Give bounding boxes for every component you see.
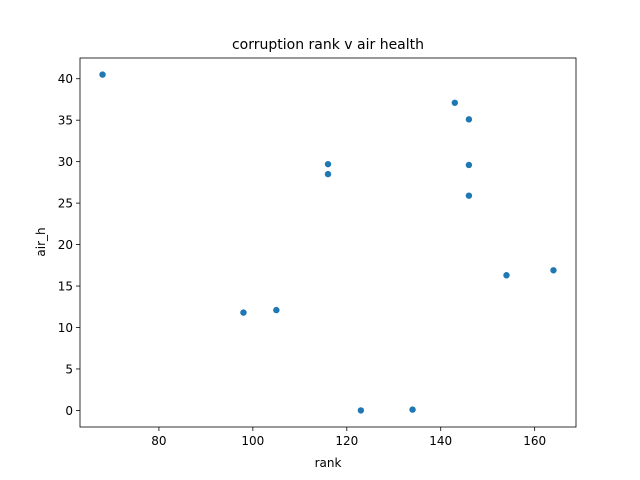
y-tick-label-15: 15 xyxy=(58,280,73,294)
chart-title: corruption rank v air health xyxy=(232,37,424,53)
data-point-1 xyxy=(240,309,247,316)
x-tick-label-100: 100 xyxy=(241,434,264,448)
data-point-0 xyxy=(99,71,106,78)
data-point-11 xyxy=(503,272,510,279)
axes-frame xyxy=(79,57,577,428)
x-tick-label-140: 140 xyxy=(429,434,452,448)
data-point-2 xyxy=(273,306,280,314)
x-tick-label-160: 160 xyxy=(523,434,546,448)
y-axis-label: air_h xyxy=(34,227,48,256)
data-point-9 xyxy=(465,161,473,169)
y-tick-label-35: 35 xyxy=(58,114,73,128)
y-tick-label-10: 10 xyxy=(58,321,73,335)
data-point-4 xyxy=(324,170,332,178)
y-tick-label-25: 25 xyxy=(58,197,73,211)
data-point-12 xyxy=(550,267,557,274)
y-tick-label-0: 0 xyxy=(65,404,73,418)
plot-area: 80 100 120 140 160 0 5 10 15 20 25 30 35 40 xyxy=(58,57,577,448)
y-tick-label-5: 5 xyxy=(65,362,73,376)
data-point-8 xyxy=(465,116,473,123)
x-axis-label: rank xyxy=(315,456,342,470)
data-point-7 xyxy=(451,99,459,106)
data-point-10 xyxy=(465,192,473,199)
data-point-5 xyxy=(357,407,365,414)
data-point-3 xyxy=(324,160,332,168)
y-tick-label-40: 40 xyxy=(58,72,73,86)
data-point-6 xyxy=(409,406,416,413)
y-tick-label-30: 30 xyxy=(58,155,73,169)
x-tick-label-120: 120 xyxy=(335,434,358,448)
y-tick-label-20: 20 xyxy=(58,238,73,252)
x-tick-label-80: 80 xyxy=(151,434,166,448)
